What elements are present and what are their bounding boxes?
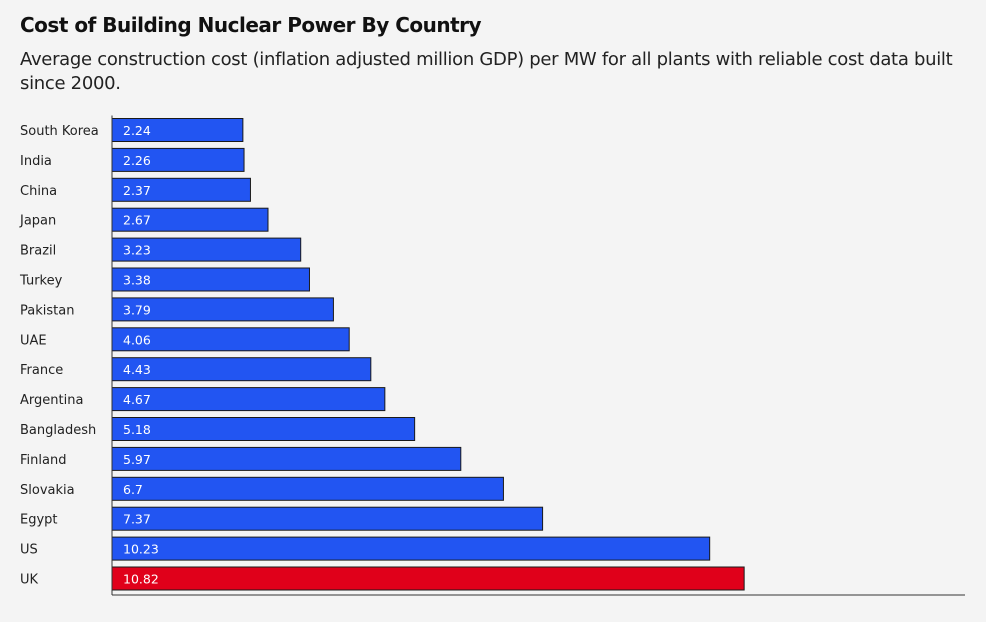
bar-value-label: 2.24 [123,123,151,138]
bar-value-label: 4.43 [123,362,151,377]
category-label: South Korea [20,124,99,139]
bar-value-label: 10.23 [123,542,159,557]
category-label: Finland [20,453,66,468]
category-label: US [20,543,38,558]
bar [111,446,462,471]
bar [111,476,504,501]
category-label: UK [20,573,39,588]
bar-highlight [111,566,745,591]
category-label: Pakistan [20,303,74,318]
chart-title: Cost of Building Nuclear Power By Countr… [20,13,482,37]
category-label: China [20,184,57,199]
bar-value-label: 4.67 [123,392,151,407]
bar-value-label: 6.7 [123,482,143,497]
bar-value-label: 10.82 [123,572,159,587]
category-label: Turkey [19,274,63,289]
bar-value-label: 7.37 [123,512,151,527]
bar [111,417,416,441]
bar-value-label: 3.38 [123,273,151,288]
category-label: Brazil [20,244,56,259]
bar [111,387,386,412]
category-label: Slovakia [20,483,75,498]
category-label: Bangladesh [20,423,96,438]
bar-value-label: 4.06 [123,332,151,347]
category-label: Argentina [20,393,83,408]
bar [111,536,711,561]
bar-value-label: 2.26 [123,153,151,168]
chart-subtitle: Average construction cost (inflation adj… [20,49,953,94]
bar [111,506,544,531]
category-label: Egypt [20,513,58,528]
bar-value-label: 5.97 [123,452,151,467]
bar-value-label: 3.23 [123,243,151,258]
bar-value-label: 2.37 [123,183,151,198]
category-label: UAE [20,333,47,348]
category-label: Japan [19,214,56,229]
category-label: France [20,363,63,378]
bar-value-label: 5.18 [123,422,151,437]
category-label: India [20,154,52,169]
bar-value-label: 2.67 [123,213,151,228]
bar-value-label: 3.79 [123,302,151,317]
